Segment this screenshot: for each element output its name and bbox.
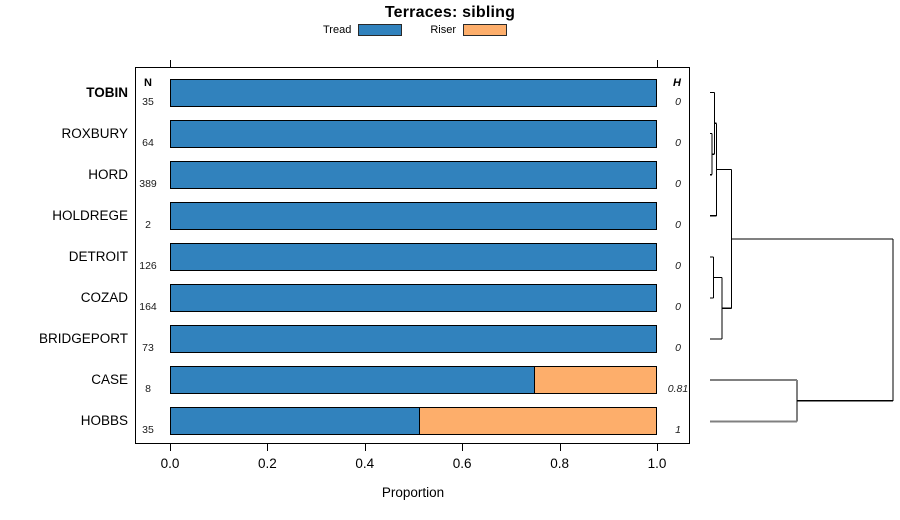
row-label: DETROIT xyxy=(68,248,128,264)
h-value: 0.81 xyxy=(667,383,689,396)
n-value: 73 xyxy=(142,342,154,355)
h-value: 0 xyxy=(675,342,681,355)
x-tick-mark xyxy=(170,444,171,451)
plot-box xyxy=(135,67,690,444)
bar-segment-tread xyxy=(170,366,535,395)
h-value: 0 xyxy=(675,177,681,190)
x-axis-title: Proportion xyxy=(381,485,445,500)
x-tick-mark xyxy=(559,444,561,451)
n-value: 35 xyxy=(142,424,154,437)
row-label: TOBIN xyxy=(86,84,128,100)
bar-segment-tread xyxy=(170,407,420,436)
x-tick-mark xyxy=(462,444,464,451)
legend-item-riser: Riser xyxy=(430,24,507,36)
x-tick-mark xyxy=(267,444,269,451)
bar-segment-tread xyxy=(170,119,657,148)
legend-label-riser: Riser xyxy=(430,24,456,36)
legend-item-tread: Tread xyxy=(323,24,403,36)
n-value: 2 xyxy=(145,218,151,231)
row-label: ROXBURY xyxy=(61,125,128,141)
n-column-header: N xyxy=(144,77,152,89)
n-value: 126 xyxy=(139,259,157,272)
legend: Tread Riser xyxy=(0,24,830,36)
h-value: 0 xyxy=(675,218,681,231)
n-value: 389 xyxy=(139,177,157,190)
row-label: HORD xyxy=(88,166,128,182)
x-tick-label: 1.0 xyxy=(647,456,667,471)
x-tick-mark xyxy=(657,444,658,451)
bar-segment-tread xyxy=(170,284,657,312)
bar-segment-tread xyxy=(170,242,657,271)
n-value: 35 xyxy=(142,95,154,108)
h-value: 0 xyxy=(675,95,681,108)
x-tick-label: 0.0 xyxy=(160,456,180,471)
n-value: 8 xyxy=(145,383,151,396)
x-tick-label: 0.8 xyxy=(550,456,569,471)
bar-segment-tread xyxy=(170,201,657,230)
top-axis-tick-mark xyxy=(170,60,171,67)
h-value: 0 xyxy=(675,136,681,149)
x-tick-mark xyxy=(364,444,366,451)
h-column-header: H xyxy=(673,77,681,89)
n-value: 164 xyxy=(139,301,157,313)
x-tick-label: 0.2 xyxy=(258,456,277,471)
bar-segment-tread xyxy=(170,325,657,354)
row-label: HOLDREGE xyxy=(52,207,128,223)
tread-swatch-icon xyxy=(358,24,403,36)
n-value: 64 xyxy=(142,136,154,149)
bar-segment-tread xyxy=(170,78,657,107)
h-value: 1 xyxy=(675,424,681,437)
row-label: COZAD xyxy=(80,290,128,305)
x-tick-label: 0.4 xyxy=(355,456,375,471)
legend-label-tread: Tread xyxy=(323,24,352,36)
h-value: 0 xyxy=(675,301,681,313)
chart-title: Terraces: sibling xyxy=(384,4,516,21)
bar-segment-riser xyxy=(419,407,657,436)
h-value: 0 xyxy=(675,259,681,272)
bar-segment-riser xyxy=(534,366,657,395)
riser-swatch-icon xyxy=(463,24,507,36)
x-tick-label: 0.6 xyxy=(452,456,472,471)
row-label: BRIDGEPORT xyxy=(38,331,128,347)
row-label: CASE xyxy=(91,372,128,388)
bar-segment-tread xyxy=(170,160,657,189)
top-axis-tick-mark xyxy=(657,60,658,67)
row-label: HOBBS xyxy=(80,413,128,429)
